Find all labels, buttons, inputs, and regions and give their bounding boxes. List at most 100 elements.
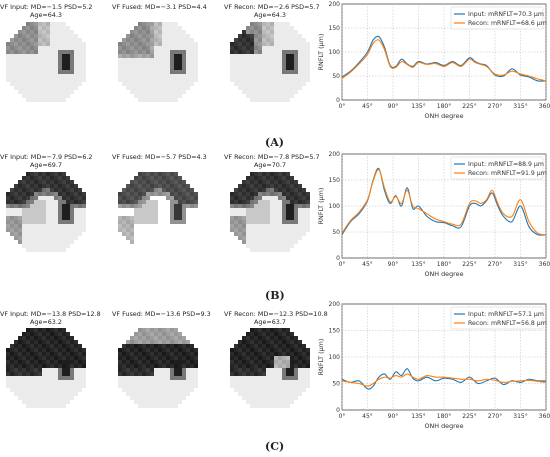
vf-cell [26,38,30,42]
vf-cell [178,180,182,184]
vf-cell [34,180,38,184]
vf-cell [142,78,146,82]
vf-cell [38,232,42,236]
vf-cell [166,22,170,26]
vf-cell [246,232,250,236]
vf-cell [270,50,274,54]
vf-cell [162,232,166,236]
vf-cell [18,376,22,380]
vf-cell [46,208,50,212]
vf-cell [42,388,46,392]
vf-cell [30,216,34,220]
vf-cell [166,224,170,228]
vf-cell [254,368,258,372]
vf-cell [290,240,294,244]
vf-cell [66,344,70,348]
vf-cell [74,376,78,380]
vf-cell [14,54,18,58]
vf-cell [10,216,14,220]
vf-cell [278,244,282,248]
vf-cell [14,392,18,396]
vf-cell [298,192,302,196]
vf-cell [22,180,26,184]
vf-cell [158,208,162,212]
vf-cell [58,332,62,336]
vf-cell [174,98,178,102]
vf-cell [282,200,286,204]
vf-cell [34,244,38,248]
vf-cell [130,376,134,380]
vf-cell [62,58,66,62]
vf-cell [38,38,42,42]
vf-cell [30,380,34,384]
vf-cell [270,204,274,208]
vf-cell [138,192,142,196]
vf-cell [158,38,162,42]
vf-cell [194,384,198,388]
vf-cell [178,400,182,404]
vf-cell [10,356,14,360]
vf-cell [42,66,46,70]
vf-cell [282,208,286,212]
vf-cell [282,388,286,392]
vf-cell [162,86,166,90]
vf-cell [278,38,282,42]
vf-cell [270,348,274,352]
vf-cell [290,58,294,62]
vf-cell [54,244,58,248]
vf-cell [138,26,142,30]
vf-cell [34,208,38,212]
vf-cell [282,62,286,66]
vf-cell [258,50,262,54]
vf-cell [146,224,150,228]
vf-cell [290,200,294,204]
vf-cell [174,34,178,38]
vf-cell [82,228,86,232]
vf-cell [190,70,194,74]
vf-cell [186,196,190,200]
vf-cell [266,86,270,90]
vf-cell [158,392,162,396]
vf-cell [26,58,30,62]
vf-cell [258,54,262,58]
vf-cell [142,388,146,392]
vf-cell [190,62,194,66]
vf-cell [82,352,86,356]
vf-cell [182,216,186,220]
vf-cell [10,348,14,352]
vf-cell [154,328,158,332]
vf-cell [34,200,38,204]
vf-cell [38,62,42,66]
vf-cell [270,392,274,396]
vf-cell [150,244,154,248]
vf-cell [298,86,302,90]
vf-cell [122,352,126,356]
vf-cell [266,180,270,184]
vf-cell [74,372,78,376]
vf-cell [186,38,190,42]
vf-cell [278,54,282,58]
vf-cell [162,392,166,396]
vf-cell [138,384,142,388]
vf-cell [286,236,290,240]
vf-cell [130,344,134,348]
vf-cell [22,42,26,46]
vf-cell [62,348,66,352]
vf-cell [126,384,130,388]
vf-cell [246,184,250,188]
vf-cell [230,212,234,216]
vf-cell [286,90,290,94]
vf-cell [50,216,54,220]
vf-cell [158,360,162,364]
vf-cell [58,62,62,66]
vf-cell [242,372,246,376]
vf-cell [182,336,186,340]
vf-cell [118,200,122,204]
vf-cell [238,356,242,360]
vf-cell [78,352,82,356]
vf-cell [294,368,298,372]
vf-cell [258,38,262,42]
vf-cell [150,392,154,396]
vf-cell [154,368,158,372]
vf-cell [254,332,258,336]
